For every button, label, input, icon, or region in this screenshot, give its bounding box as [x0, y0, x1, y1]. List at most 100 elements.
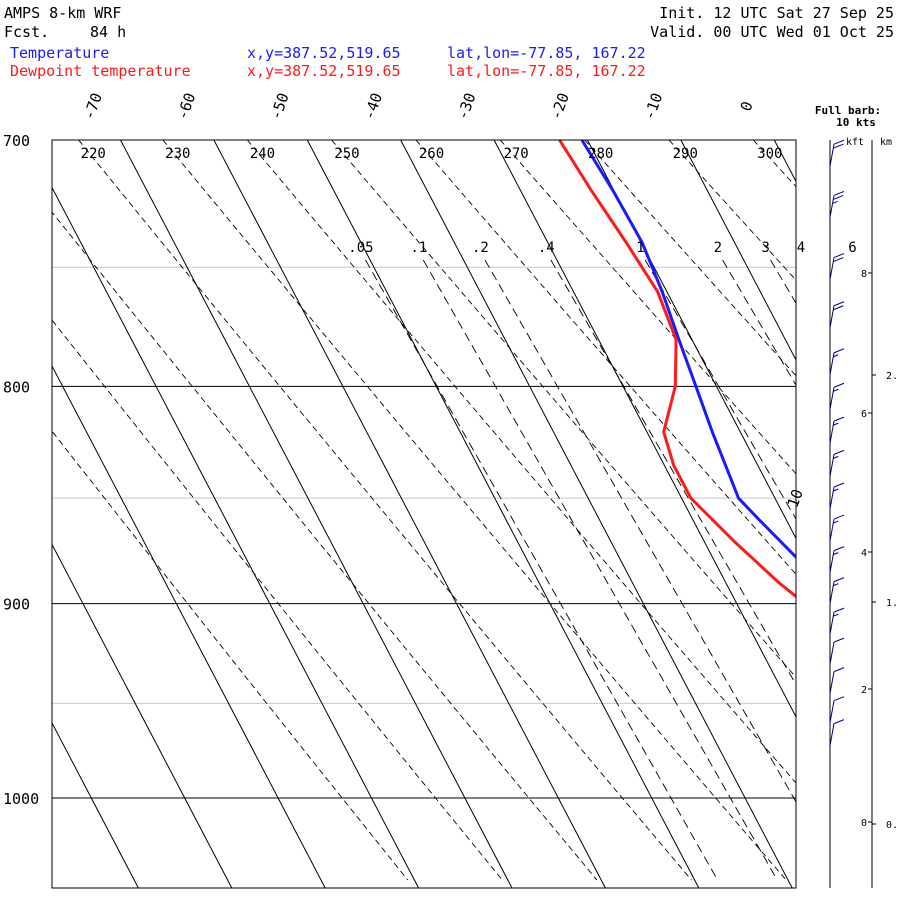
wind-barb-staff	[829, 550, 835, 573]
isotherm-line	[493, 140, 796, 718]
dry-adiabat-label: 300	[757, 146, 782, 162]
mixing-ratio-label: 2	[714, 240, 722, 256]
wind-barb-staff	[829, 305, 835, 328]
wind-barb-flag	[833, 301, 845, 307]
km-unit-label: km	[880, 137, 892, 148]
wind-barb-flag	[833, 482, 845, 488]
legend-dewpoint-xy: x,y=387.52,519.65	[247, 62, 401, 80]
pressure-label: 700	[3, 132, 30, 150]
wind-barb-staff	[829, 723, 835, 746]
isotherm-label: -70	[80, 90, 106, 122]
isotherm-label: 10	[784, 487, 807, 510]
isotherm-line	[400, 140, 793, 888]
wind-barb-half-flag	[833, 354, 839, 358]
kft-unit-label: kft	[846, 137, 864, 148]
mixing-ratio-label: .05	[348, 240, 373, 256]
dry-adiabat-line	[162, 140, 787, 881]
legend-dewpoint-label: Dewpoint temperature	[10, 62, 191, 80]
fcst-label: Fcst.	[4, 23, 50, 41]
mixing-ratio-line	[722, 259, 796, 387]
isotherm-line	[52, 543, 233, 888]
isotherm-line	[213, 140, 606, 888]
mixing-ratio-label: .2	[472, 240, 489, 256]
dry-adiabat-label: 220	[81, 146, 106, 162]
wind-barb-staff	[829, 612, 835, 635]
wind-barb-staff	[829, 700, 835, 723]
wind-barb-flag	[833, 449, 845, 455]
wind-barb-staff	[829, 352, 835, 375]
isotherm-label: -20	[547, 90, 573, 122]
legend-temperature-label: Temperature	[10, 44, 110, 62]
dry-adiabat-line	[752, 140, 796, 188]
mixing-ratio-line	[644, 259, 796, 520]
dry-adiabat-line	[246, 140, 796, 784]
kft-tick-label: 4	[861, 548, 867, 559]
wind-barb-flag	[833, 348, 845, 354]
dry-adiabat-label: 240	[250, 146, 275, 162]
dry-adiabat-line	[78, 140, 692, 881]
isotherm-label: -40	[360, 90, 386, 122]
wind-barb-staff	[829, 387, 835, 410]
wind-barb-flag	[833, 257, 844, 263]
wind-barb-staff	[829, 671, 835, 694]
wind-barb-panel: Full barb:10 kts kft km 8 6 4 2 0 2. 1. 0.	[815, 104, 898, 888]
wind-barb-half-flag	[833, 455, 839, 459]
wind-barb-flag	[833, 637, 845, 643]
wind-barb-half-flag	[833, 613, 839, 617]
wind-title-line1: Full barb:	[815, 104, 881, 117]
legend-temperature-latlon: lat,lon=-77.85, 167.22	[447, 44, 646, 62]
dry-adiabat-line	[838, 140, 900, 880]
wind-barb-flag	[833, 194, 844, 200]
background-grid	[52, 140, 900, 888]
wind-barb-flag	[833, 305, 844, 311]
kft-tick-label: 2	[861, 685, 867, 696]
mixing-ratio-line	[806, 260, 900, 880]
wind-barb-staff	[829, 642, 835, 665]
km-tick-label: 1.	[886, 598, 898, 609]
wind-barb-staff	[829, 195, 835, 218]
valid-time: Valid. 00 UTC Wed 01 Oct 25	[650, 23, 894, 41]
wind-barb-flag	[833, 143, 844, 149]
plot-frame	[51, 139, 797, 889]
pressure-label: 1000	[3, 790, 39, 808]
dry-adiabat-label: 250	[334, 146, 359, 162]
model-title: AMPS 8-km WRF	[4, 4, 122, 22]
mixing-ratio-label: 4	[797, 240, 805, 256]
dry-adiabat-label: 290	[673, 146, 698, 162]
dry-adiabat-line	[499, 140, 796, 475]
dry-adiabat-line	[52, 319, 503, 881]
wind-barb-flag	[833, 719, 845, 725]
dewpoint-profile-line	[558, 140, 796, 599]
sounding-profiles	[558, 140, 796, 599]
wind-barb-flag	[833, 514, 845, 520]
wind-barb-half-flag	[833, 520, 839, 524]
mixing-ratio-line	[770, 259, 796, 305]
wind-barb-half-flag	[833, 422, 839, 426]
mixing-ratio-line	[422, 259, 778, 881]
wind-barb-half-flag	[833, 388, 839, 392]
fcst-value: 84 h	[90, 23, 127, 41]
dry-adiabat-line	[52, 430, 409, 881]
kft-tick-label: 6	[861, 409, 867, 420]
pressure-label: 800	[3, 378, 30, 396]
isotherm-label: -10	[640, 90, 666, 122]
wind-title-line2: 10 kts	[836, 116, 876, 129]
isotherm-label: -30	[453, 90, 479, 122]
kft-tick-label: 0	[861, 818, 867, 829]
mixing-ratio-line	[484, 259, 796, 803]
legend-dewpoint-latlon: lat,lon=-77.85, 167.22	[447, 62, 646, 80]
wind-barb-staff	[829, 581, 835, 604]
wind-barb-flag	[833, 416, 845, 422]
wind-barb-flag	[833, 139, 845, 145]
wind-barb-half-flag	[832, 200, 838, 204]
dry-adiabat-line	[52, 211, 598, 881]
isotherm-label: 0	[737, 99, 757, 114]
mixing-ratio-line	[857, 260, 900, 880]
mixing-ratio-line	[550, 259, 796, 686]
wind-barb-flag	[833, 577, 845, 583]
isotherm-label: -50	[267, 90, 293, 122]
wind-barb-flag	[833, 190, 845, 196]
wind-barb-flag	[833, 607, 845, 613]
wind-barb-flag	[833, 253, 845, 259]
dry-adiabat-line	[415, 140, 796, 575]
